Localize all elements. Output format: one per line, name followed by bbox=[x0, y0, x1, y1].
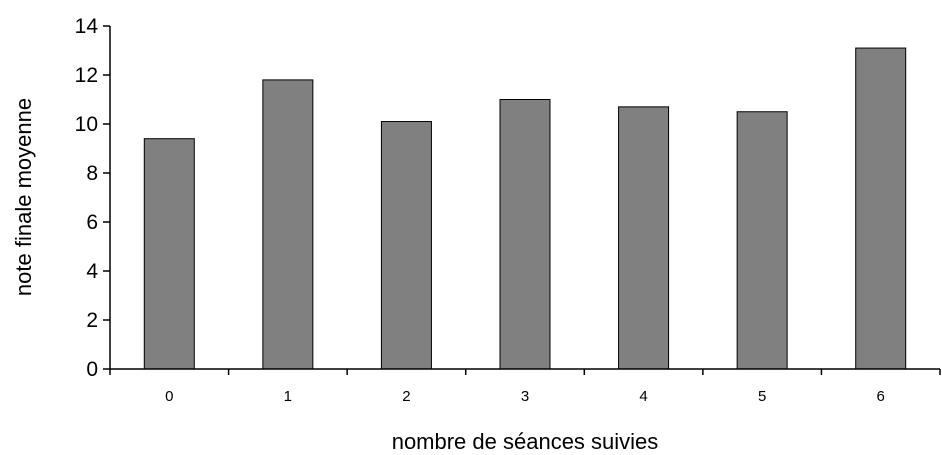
bar-1 bbox=[262, 79, 314, 370]
y-ticks: 0 2 4 6 8 10 12 14 bbox=[75, 15, 110, 381]
bar-2 bbox=[380, 121, 432, 370]
y-tick-label: 6 bbox=[86, 211, 98, 234]
bar-3 bbox=[499, 99, 551, 370]
y-tick-label: 10 bbox=[75, 113, 98, 136]
bar-0 bbox=[143, 138, 195, 370]
x-ticks: 0 1 2 3 4 5 6 bbox=[109, 369, 941, 405]
y-axis-title: note finale moyenne bbox=[11, 98, 36, 296]
x-tick-label: 6 bbox=[877, 388, 885, 405]
x-tick-label: 4 bbox=[639, 388, 647, 405]
x-tick-label: 2 bbox=[402, 388, 410, 405]
y-tick-label: 0 bbox=[86, 358, 98, 381]
y-tick-label: 2 bbox=[86, 309, 98, 332]
x-tick-label: 1 bbox=[284, 388, 292, 405]
x-tick-label: 0 bbox=[165, 388, 173, 405]
bars bbox=[143, 47, 907, 370]
x-tick-label: 3 bbox=[521, 388, 529, 405]
y-tick-label: 14 bbox=[75, 15, 99, 38]
y-tick-label: 8 bbox=[86, 162, 98, 185]
bar-5 bbox=[736, 111, 788, 370]
bar-4 bbox=[618, 106, 670, 370]
bar-6 bbox=[855, 47, 907, 370]
x-tick-label: 5 bbox=[758, 388, 766, 405]
x-axis-title: nombre de séances suivies bbox=[392, 429, 659, 454]
y-tick-label: 12 bbox=[75, 64, 98, 87]
y-tick-label: 4 bbox=[86, 260, 98, 283]
